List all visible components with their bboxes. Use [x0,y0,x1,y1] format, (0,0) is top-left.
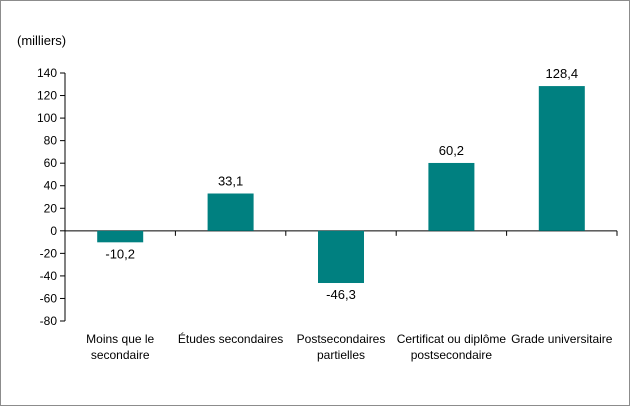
y-tick-label: 120 [37,89,57,103]
y-tick-label: 40 [44,179,58,193]
category-label: Certificat ou diplôme [397,332,507,346]
category-label: Moins que le [86,332,154,346]
data-label: 33,1 [218,174,243,189]
bars [97,86,585,284]
y-tick-label: 60 [44,156,58,170]
bar [97,230,144,243]
category-label: Postsecondaires [297,332,386,346]
y-unit-label: (milliers) [17,33,66,48]
category-label: partielles [317,348,365,362]
y-tick-label: 0 [50,224,57,238]
category-label: Grade universitaire [511,332,613,346]
data-label: 60,2 [439,143,464,158]
bar [318,230,364,284]
y-tick-label: -40 [40,269,58,283]
data-label: -46,3 [326,287,356,302]
category-label: Études secondaires [178,331,283,346]
axes: 140 120 100 80 60 40 20 0 -20 -40 -60 -80 [37,66,618,328]
data-labels: -10,2 Moins que le secondaire 33,1 Études se… [86,66,613,362]
category-label: secondaire [91,348,150,362]
data-label: -10,2 [105,246,135,261]
bar [428,162,475,231]
data-label: 128,4 [546,66,579,81]
y-tick-label: -20 [40,246,58,260]
y-tick-label: 140 [37,66,57,80]
y-tick-label: -80 [40,314,58,328]
y-tick-label: 100 [37,111,57,125]
y-tick-label: -60 [40,291,58,305]
bar [538,86,585,231]
bar [207,193,254,231]
category-label: postsecondaire [411,348,493,362]
y-tick-label: 80 [44,134,58,148]
y-tick-label: 20 [44,201,58,215]
